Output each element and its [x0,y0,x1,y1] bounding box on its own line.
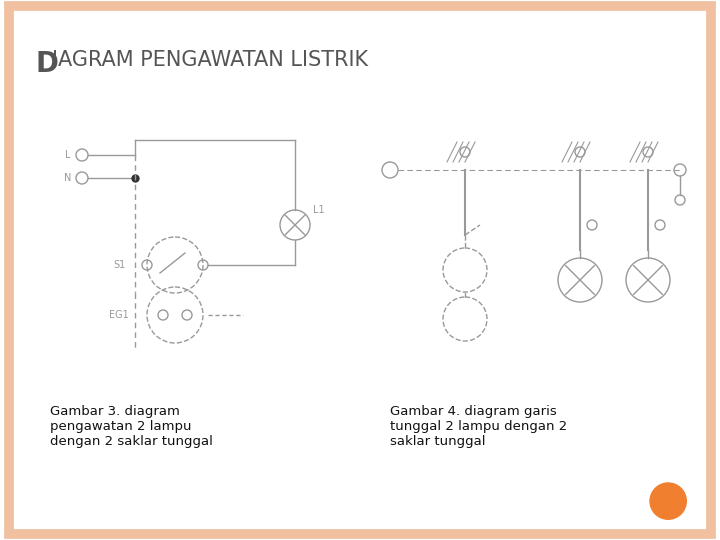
Text: Gambar 3. diagram
pengawatan 2 lampu
dengan 2 saklar tunggal: Gambar 3. diagram pengawatan 2 lampu den… [50,405,213,448]
Text: L: L [66,150,71,160]
Text: EG1: EG1 [109,310,129,320]
Text: L1: L1 [313,205,325,215]
Text: D: D [35,50,58,78]
Circle shape [650,483,686,519]
Text: IAGRAM PENGAWATAN LISTRIK: IAGRAM PENGAWATAN LISTRIK [52,50,368,70]
Text: N: N [64,173,72,183]
Text: S1: S1 [113,260,125,270]
Text: Gambar 4. diagram garis
tunggal 2 lampu dengan 2
saklar tunggal: Gambar 4. diagram garis tunggal 2 lampu … [390,405,567,448]
